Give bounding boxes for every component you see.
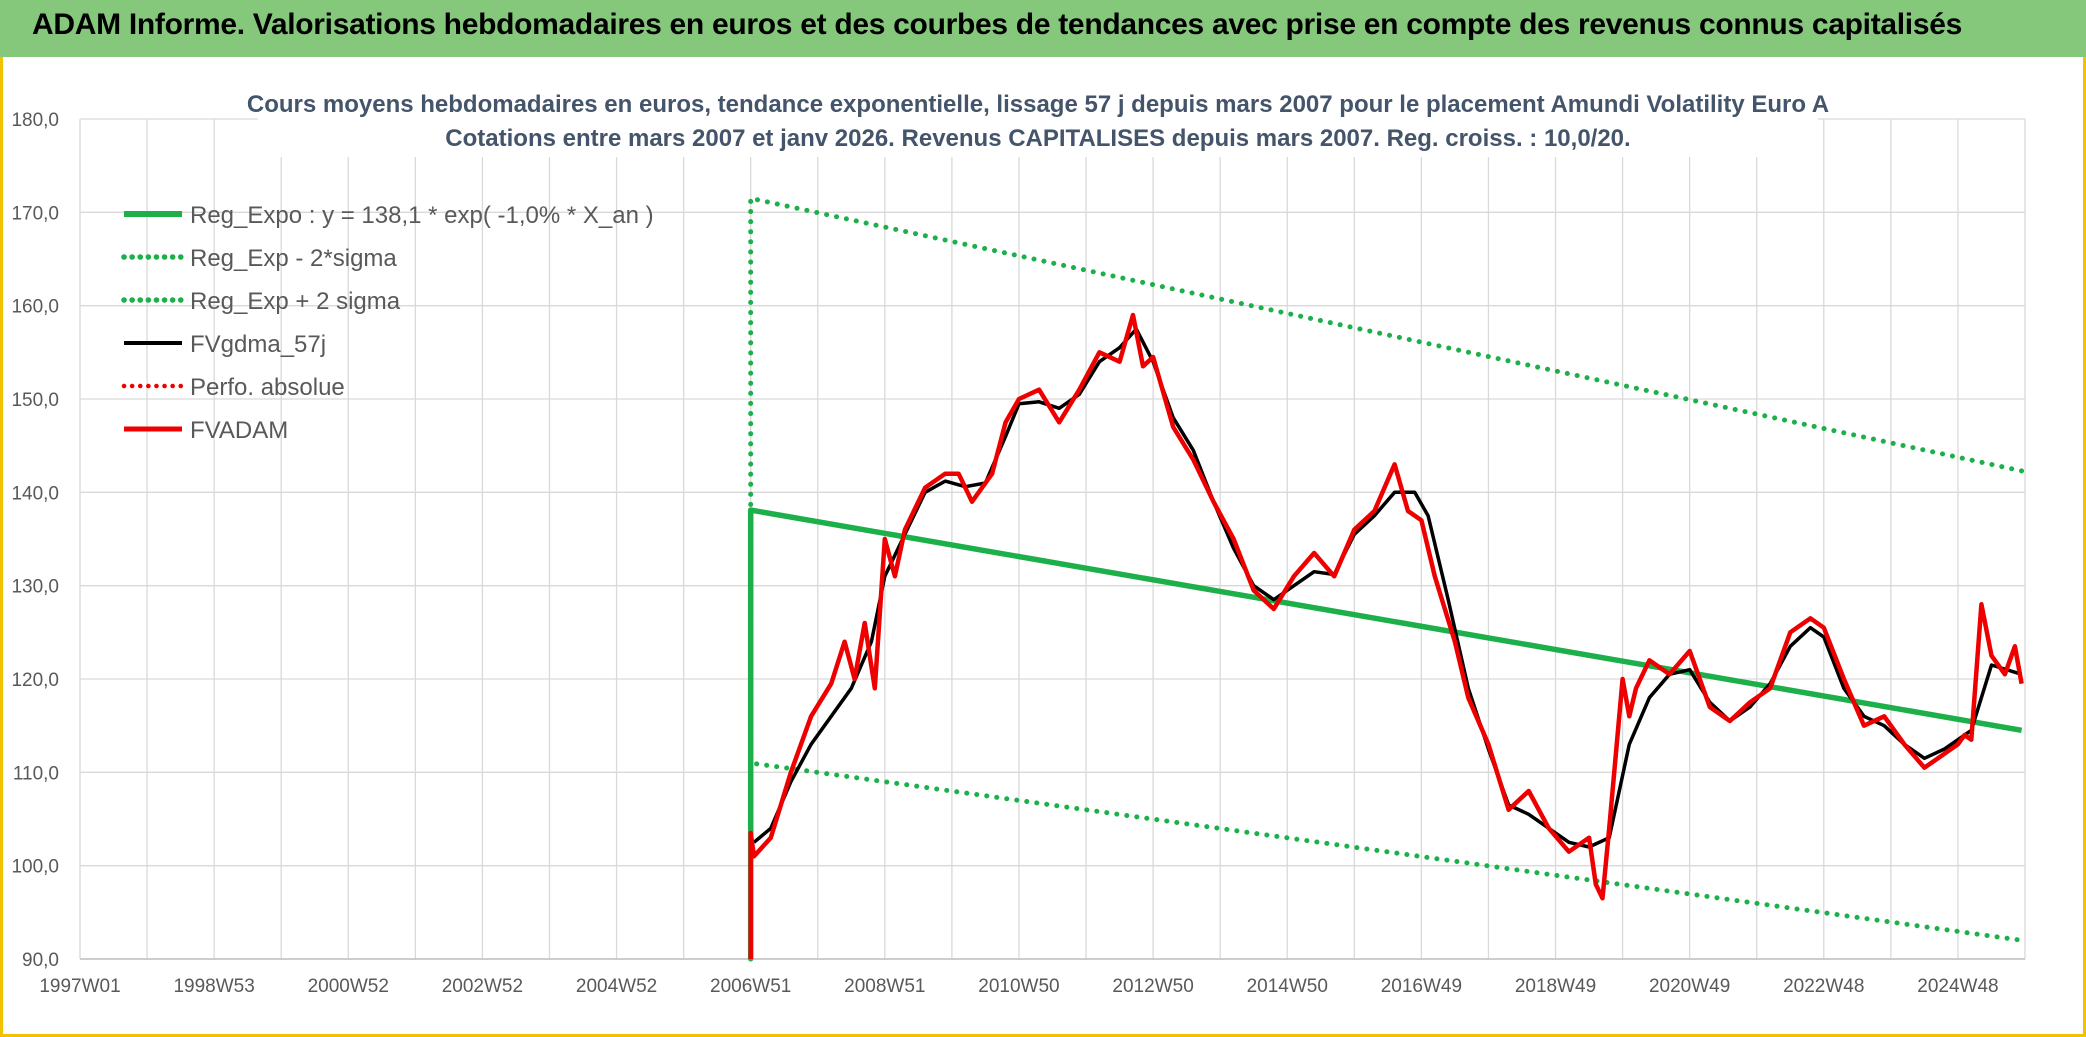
series-fvadam-line — [748, 312, 2024, 959]
legend-entry: Perfo. absolue — [190, 374, 345, 401]
legend-entry: Reg_Exp + 2 sigma — [190, 288, 401, 315]
x-tick-label: 2002W52 — [442, 976, 523, 997]
legend-entry: Reg_Expo : y = 138,1 * exp( -1,0% * X_an… — [190, 202, 654, 229]
x-tick-label: 2012W50 — [1112, 976, 1193, 997]
legend-entry: Reg_Exp - 2*sigma — [190, 245, 397, 272]
grid-lines — [79, 118, 2026, 960]
x-tick-label: 2014W50 — [1247, 976, 1328, 997]
legend-entry: FVADAM — [190, 417, 288, 444]
chart: 180,0 170,0 160,0 150,0 140,0 130,0 120,0 110,0… — [11, 89, 2026, 997]
y-axis-tick-labels: 180,0 170,0 160,0 150,0 140,0 130,0 120,0 110,0… — [11, 110, 59, 971]
y-tick-label: 150,0 — [11, 390, 59, 411]
x-tick-label: 2000W52 — [308, 976, 389, 997]
y-tick-label: 170,0 — [11, 203, 59, 224]
x-axis-tick-labels: 1997W01 1998W53 2000W52 2002W52 2004W52 2006W… — [39, 976, 1998, 997]
series-reg-exp-plus-2sigma-line — [748, 195, 2025, 962]
y-tick-label: 180,0 — [11, 110, 59, 131]
y-tick-label: 90,0 — [22, 950, 59, 971]
y-tick-label: 140,0 — [11, 483, 59, 504]
x-tick-label: 1997W01 — [39, 976, 120, 997]
series-fvgdma-57j-line — [752, 327, 2023, 849]
x-tick-label: 2008W51 — [844, 976, 925, 997]
series-reg-expo-line — [747, 507, 2023, 959]
series-reg-exp-minus-2sigma-line — [748, 760, 2025, 962]
legend-entry: FVgdma_57j — [190, 331, 326, 358]
report-title: ADAM Informe. Valorisations hebdomadaire… — [32, 8, 1963, 41]
y-tick-label: 130,0 — [11, 577, 59, 598]
title-background — [258, 89, 1818, 157]
x-tick-label: 2006W51 — [710, 976, 791, 997]
chart-title: Cours moyens hebdomadaires en euros, ten… — [247, 91, 1829, 118]
chart-subtitle: Cotations entre mars 2007 et janv 2026. … — [445, 125, 1630, 152]
x-tick-label: 2018W49 — [1515, 976, 1596, 997]
y-tick-label: 160,0 — [11, 297, 59, 318]
y-tick-label: 100,0 — [11, 857, 59, 878]
x-tick-label: 2004W52 — [576, 976, 657, 997]
x-tick-label: 2022W48 — [1783, 976, 1864, 997]
report-banner: ADAM Informe. Valorisations hebdomadaire… — [0, 0, 2086, 57]
x-tick-label: 2020W49 — [1649, 976, 1730, 997]
legend: Reg_Expo : y = 138,1 * exp( -1,0% * X_an… — [121, 202, 654, 444]
x-tick-label: 2010W50 — [978, 976, 1059, 997]
y-tick-label: 110,0 — [13, 763, 59, 784]
x-tick-label: 2016W49 — [1381, 976, 1462, 997]
y-tick-label: 120,0 — [11, 670, 59, 691]
series-lines — [747, 195, 2025, 962]
x-tick-label: 1998W53 — [173, 976, 254, 997]
x-tick-label: 2024W48 — [1917, 976, 1998, 997]
